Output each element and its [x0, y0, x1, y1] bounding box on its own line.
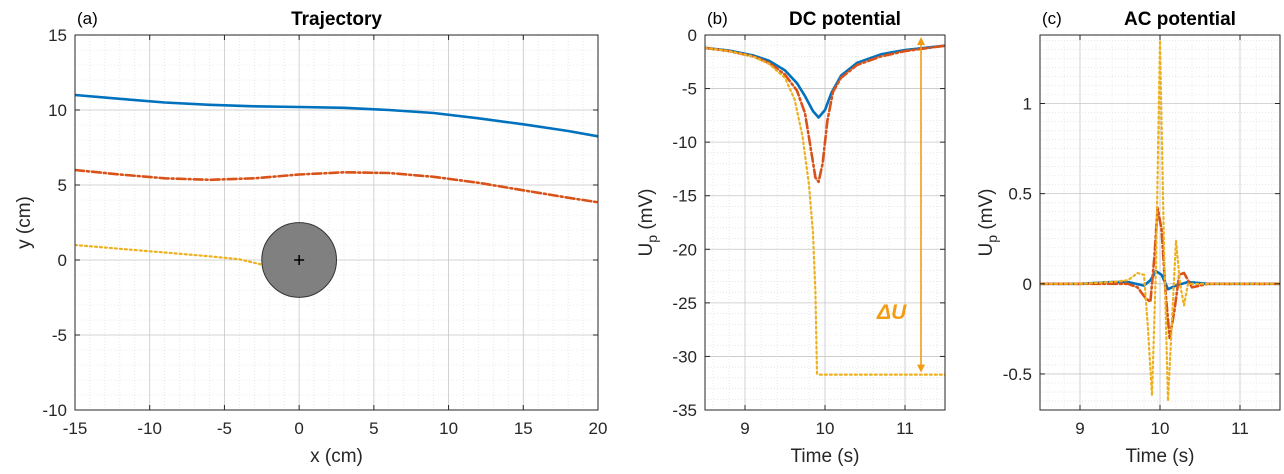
series-line-2 [1040, 206, 1280, 340]
x-axis-label: Time (s) [791, 446, 860, 467]
y-tick-label: 0 [1023, 275, 1032, 294]
y-tick-label: -5 [682, 80, 697, 99]
x-tick-label: -15 [63, 419, 88, 438]
panel-title: DC potential [789, 9, 901, 30]
panel-label: (a) [77, 9, 98, 28]
series-line-1 [75, 93, 598, 138]
x-axis-label: Time (s) [1126, 446, 1195, 467]
series-line-3 [705, 46, 945, 376]
x-tick-label: 9 [740, 419, 749, 438]
panel-title: Trajectory [291, 9, 382, 30]
x-tick-label: 11 [896, 419, 914, 438]
x-tick-label: 10 [816, 419, 835, 438]
y-tick-label: 0 [688, 26, 697, 45]
x-tick-label: 5 [369, 419, 378, 438]
series-line-2 [75, 168, 598, 204]
panel-1: -15 -10 -5 0 5 10 15 20-10-5051015Trajectory(a)… [14, 9, 607, 467]
y-tick-label: 0 [58, 251, 67, 270]
panel-label: (c) [1042, 9, 1062, 28]
y-tick-label: -5 [52, 326, 67, 345]
y-tick-label: 5 [58, 176, 67, 195]
series-line-1 [705, 44, 945, 119]
y-axis-label-sub: p [644, 235, 660, 243]
panel-label: (b) [707, 9, 728, 28]
x-tick-label: 15 [514, 419, 533, 438]
series-group [1040, 39, 1280, 403]
y-tick-label: 15 [48, 26, 67, 45]
y-axis-label: Up (mV) [636, 189, 660, 257]
delta-u-arrow-head-bottom [917, 364, 925, 373]
y-axis-label: y (cm) [14, 196, 35, 249]
x-axis-label: x (cm) [310, 446, 363, 467]
x-tick-label: 9 [1075, 419, 1084, 438]
y-tick-label: 0.5 [1008, 185, 1032, 204]
panel-title: AC potential [1124, 9, 1236, 30]
major-grid [705, 34, 945, 411]
x-tick-label: 0 [294, 419, 303, 438]
series-line-2 [705, 44, 945, 184]
y-tick-label: -15 [672, 187, 697, 206]
series-line-3 [75, 243, 263, 266]
y-tick-label: -0.5 [1003, 365, 1032, 384]
y-axis-label-sub: p [984, 235, 1000, 243]
y-tick-label: -20 [672, 240, 697, 259]
y-axis-label-unit: (mV) [636, 189, 657, 235]
y-tick-label: -25 [672, 294, 697, 313]
x-tick-label: -5 [217, 419, 232, 438]
y-axis-label-main: U [636, 243, 657, 257]
y-tick-label: -35 [672, 401, 697, 420]
y-tick-label: 1 [1023, 95, 1032, 114]
x-tick-label: 20 [589, 419, 608, 438]
y-tick-label: -10 [672, 133, 697, 152]
y-axis-label-main: y (cm) [14, 196, 35, 249]
y-axis-label-unit: (mV) [976, 189, 997, 235]
series-group [75, 93, 598, 266]
major-grid [74, 34, 599, 411]
x-tick-label: 11 [1231, 419, 1249, 438]
y-tick-label: -10 [42, 401, 67, 420]
panel-3: 9 10 11 -0.5 0 0.5 1 AC potential (c) Time (s) Up … [976, 9, 1281, 467]
x-tick-label: 10 [1151, 419, 1170, 438]
series-line-3 [1040, 39, 1280, 403]
y-tick-label: 10 [48, 101, 67, 120]
delta-u-arrow-head-top [917, 37, 925, 45]
x-tick-label: -10 [137, 419, 162, 438]
series-group [705, 44, 945, 376]
x-tick-label: 10 [439, 419, 458, 438]
y-axis-label-main: U [976, 243, 997, 257]
panel-2: ΔU 9 10 11 -35 -30 -25 -20 -15 -10 -5 0 DC potential… [636, 9, 946, 467]
axes-box [74, 34, 599, 411]
y-axis-label: Up (mV) [976, 189, 1000, 257]
y-tick-label: -30 [672, 347, 697, 366]
obstacle-center-marker [294, 255, 305, 265]
delta-u-label: ΔU [876, 301, 907, 324]
minor-grid [74, 34, 599, 411]
